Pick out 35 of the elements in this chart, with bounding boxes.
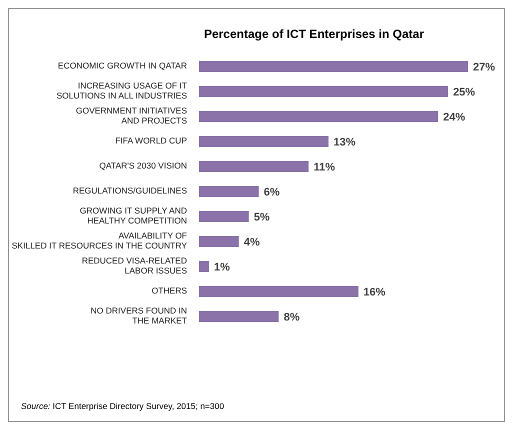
data-label: 1% <box>214 261 230 274</box>
y-tick-label: GOVERNMENT INITIATIVES AND PROJECTS <box>76 106 188 126</box>
bar <box>199 111 438 122</box>
y-tick-label: FIFA WORLD CUP <box>115 136 188 146</box>
data-label: 5% <box>254 211 270 224</box>
bar <box>199 236 239 247</box>
y-tick-label: INCREASING USAGE OF IT SOLUTIONS IN ALL INDUSTRIES <box>56 80 188 101</box>
data-label: 25% <box>453 86 476 98</box>
bar <box>199 86 448 97</box>
bar <box>199 261 209 272</box>
bar <box>199 311 279 322</box>
chart-title: Percentage of ICT Enterprises in Qatar <box>202 27 426 41</box>
y-tick-label: NO DRIVERS FOUND IN THE MARKET <box>90 306 187 326</box>
data-label: 24% <box>443 111 466 124</box>
data-label: 4% <box>244 236 260 248</box>
y-tick-label: OTHERS <box>152 286 188 296</box>
data-label: 6% <box>264 186 280 198</box>
data-label: 11% <box>314 161 336 174</box>
source-note: Source: ICT Enterprise Directory Survey, 2015; n=300 <box>21 401 224 411</box>
y-tick-label: REGULATIONS/GUIDELINES <box>72 186 188 196</box>
bar <box>199 161 309 172</box>
y-tick-label: REDUCED VISA-RELATED LABOR ISSUES <box>82 256 188 276</box>
y-tick-label: AVAILABILITY OF SKILLED IT RESOURCES IN THE COUNTRY <box>12 230 188 251</box>
data-label: 8% <box>284 311 300 324</box>
bar <box>199 286 358 297</box>
bar <box>199 186 259 197</box>
bar <box>199 136 329 147</box>
data-label: 27% <box>473 61 496 74</box>
y-tick-label: GROWING IT SUPPLY AND HEALTHY COMPETITION <box>80 206 187 226</box>
bar <box>199 61 468 72</box>
y-tick-label: QATAR'S 2030 VISION <box>99 160 187 171</box>
data-label: 16% <box>363 286 386 298</box>
bar <box>199 211 249 222</box>
y-tick-label: ECONOMIC GROWTH IN QATAR <box>58 60 187 71</box>
data-label: 13% <box>334 136 356 148</box>
